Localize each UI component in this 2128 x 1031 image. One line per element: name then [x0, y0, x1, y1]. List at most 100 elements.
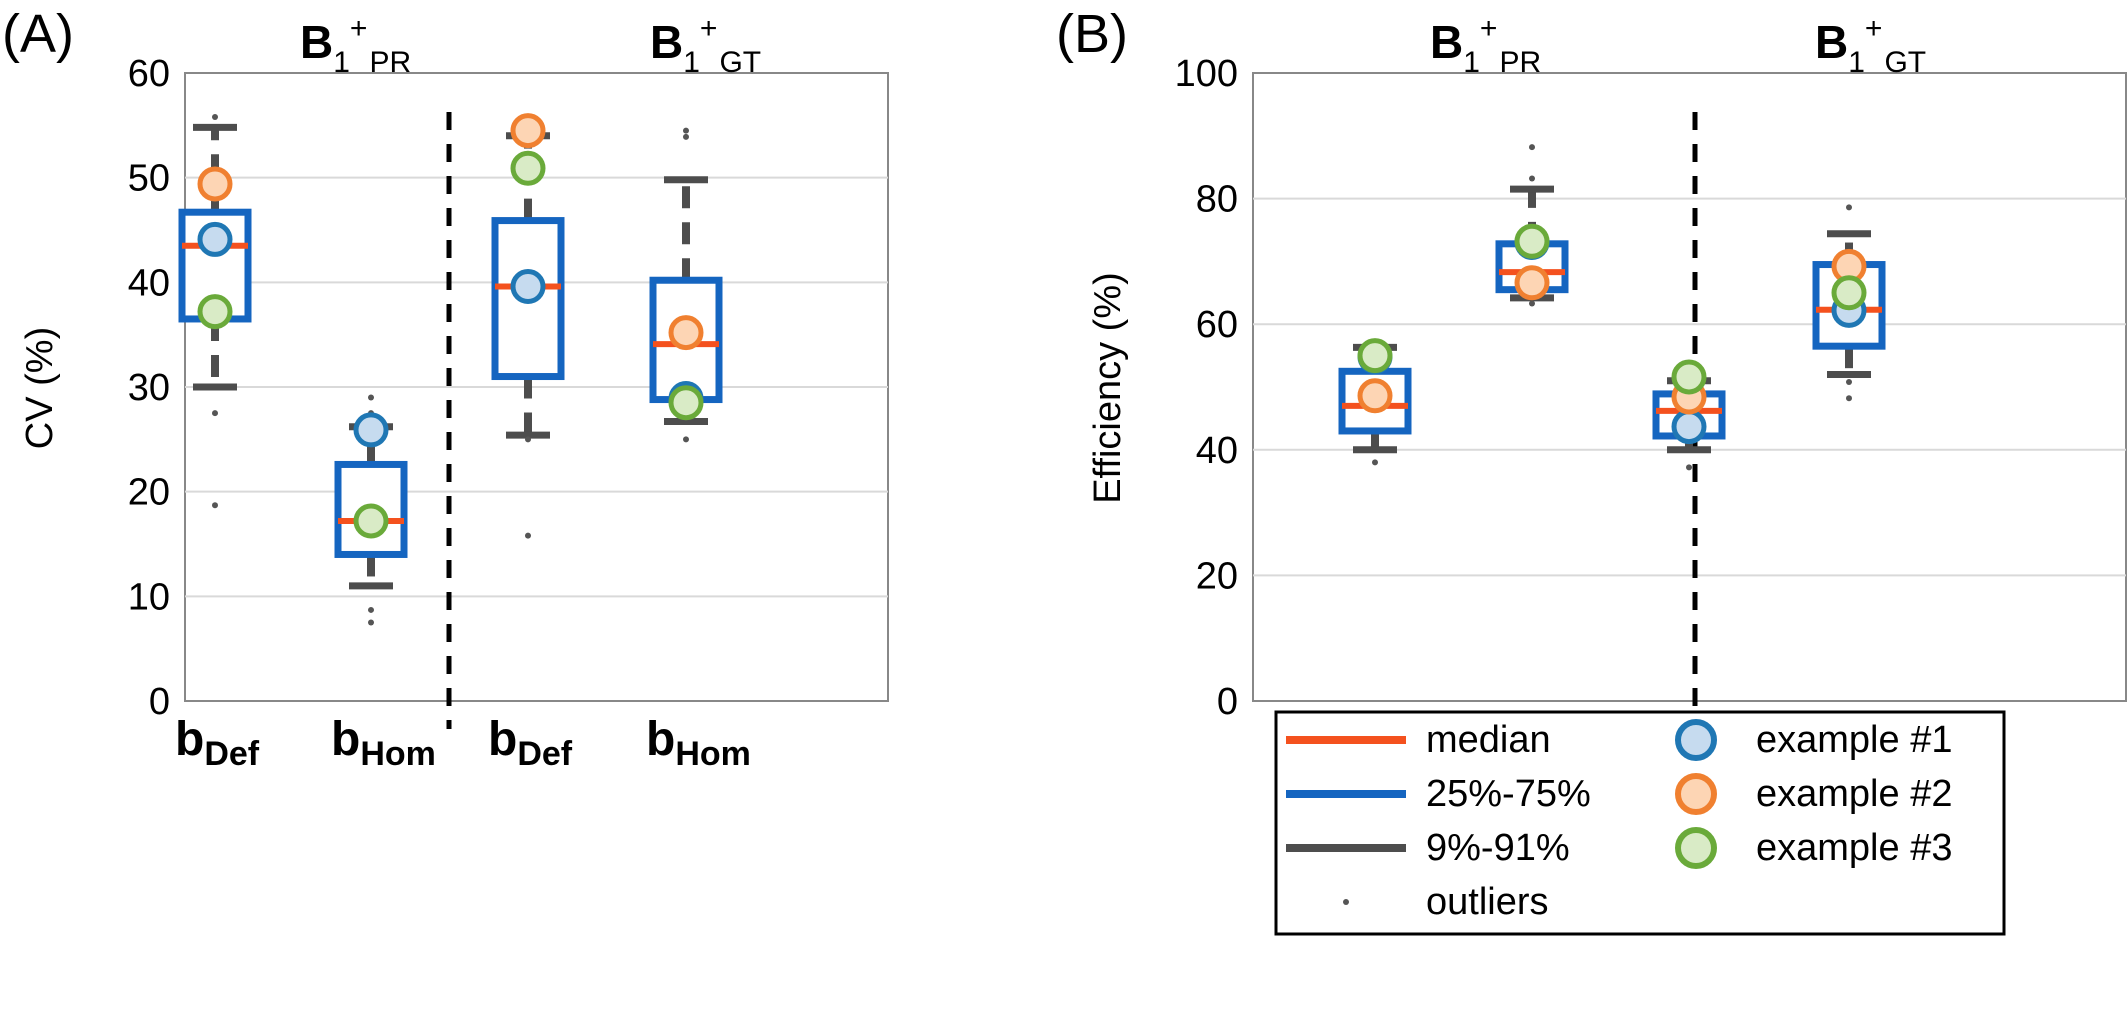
box-plot-4 — [649, 127, 723, 443]
outlier-point — [1529, 175, 1535, 182]
legend-example-1-label: example #1 — [1756, 719, 1952, 761]
x-category-subscript: Def — [517, 735, 572, 773]
x-category-main: b — [646, 713, 675, 766]
group-header-superscript: + — [350, 12, 368, 45]
box-plot-4 — [1812, 204, 1886, 402]
group-header-main: B — [1430, 16, 1463, 68]
example-3-marker — [353, 503, 389, 539]
panel-b-label: (B) — [1056, 4, 1128, 64]
example-1-marker — [1671, 409, 1707, 445]
outlier-point — [368, 394, 374, 401]
y-tick-label: 20 — [1196, 555, 1238, 597]
group-header: B1+PR — [1430, 12, 1541, 79]
panel-a-ylabel: CV (%) — [19, 327, 61, 449]
y-tick-label: 100 — [1175, 53, 1238, 95]
example-3-marker — [1357, 338, 1393, 374]
example-2-marker — [1357, 378, 1393, 414]
legend-outliers-label: outliers — [1426, 881, 1549, 923]
x-category-main: b — [175, 713, 204, 766]
x-category-subscript: Def — [204, 735, 259, 773]
x-category-label: bHom — [646, 713, 751, 773]
group-header: B1+PR — [300, 12, 411, 79]
example-2-marker — [197, 166, 233, 202]
outlier-point — [1372, 459, 1378, 466]
outlier-point — [683, 436, 689, 443]
x-category-label: bDef — [175, 713, 260, 773]
example-1-marker — [353, 412, 389, 448]
example-2-marker — [668, 315, 704, 351]
panel-b-ylabel: Efficiency (%) — [1087, 272, 1129, 504]
y-tick-label: 0 — [149, 681, 170, 723]
outlier-point — [1846, 395, 1852, 402]
y-tick-label: 50 — [128, 158, 170, 200]
legend-range-label: 9%-91% — [1426, 827, 1570, 869]
outlier-point — [525, 532, 531, 539]
y-tick-label: 20 — [128, 472, 170, 514]
legend-example-3-label: example #3 — [1756, 827, 1952, 869]
example-3-marker — [668, 385, 704, 421]
outlier-point — [683, 133, 689, 140]
box-plot-1 — [178, 113, 252, 509]
legend-example-1-swatch — [1675, 719, 1717, 761]
group-header-subscript: 1 — [333, 46, 350, 79]
box-plot-2 — [334, 394, 408, 626]
outlier-point — [368, 606, 374, 613]
y-tick-label: 40 — [1196, 430, 1238, 472]
example-1-marker — [510, 269, 546, 305]
legend-outlier-swatch — [1343, 899, 1349, 905]
x-category-label: bHom — [331, 713, 436, 773]
outlier-point — [1846, 378, 1852, 385]
outlier-point — [368, 619, 374, 626]
y-tick-label: 40 — [128, 262, 170, 304]
y-tick-label: 10 — [128, 576, 170, 618]
legend: median 25%-75% 9%-91% outliers example #1 exa… — [1274, 710, 2006, 936]
group-header-label: GT — [1884, 46, 1926, 79]
panel-a-label: (A) — [2, 4, 74, 64]
outlier-point — [212, 502, 218, 509]
outlier-point — [1529, 144, 1535, 151]
example-3-marker — [1671, 359, 1707, 395]
group-header-label: GT — [719, 46, 761, 79]
outlier-point — [212, 410, 218, 417]
group-header-subscript: 1 — [1848, 46, 1865, 79]
group-header-superscript: + — [1865, 12, 1883, 45]
outlier-point — [525, 436, 531, 443]
legend-box — [1274, 710, 2006, 936]
group-header-subscript: 1 — [683, 46, 700, 79]
group-header-main: B — [650, 16, 683, 68]
group-header-label: PR — [369, 46, 411, 79]
example-3-marker — [197, 294, 233, 330]
legend-example-3-swatch — [1675, 827, 1717, 869]
box-plot-3 — [491, 113, 565, 539]
x-category-main: b — [331, 713, 360, 766]
example-1-marker — [197, 221, 233, 257]
group-header-main: B — [300, 16, 333, 68]
group-header: B1+GT — [650, 12, 761, 79]
group-header-label: PR — [1499, 46, 1541, 79]
group-header-main: B — [1815, 16, 1848, 68]
legend-iqr-label: 25%-75% — [1426, 773, 1591, 815]
example-2-marker — [1514, 265, 1550, 301]
example-3-marker — [1831, 275, 1867, 311]
x-category-label: bDef — [488, 713, 573, 773]
outlier-point — [1529, 300, 1535, 307]
outlier-point — [683, 127, 689, 134]
outlier-point — [1846, 204, 1852, 211]
x-category-subscript: Hom — [360, 735, 436, 773]
example-2-marker — [510, 113, 546, 149]
outlier-point — [212, 113, 218, 120]
group-header-superscript: + — [1480, 12, 1498, 45]
legend-example-2-label: example #2 — [1756, 773, 1952, 815]
group-header-superscript: + — [700, 12, 718, 45]
y-tick-label: 0 — [1217, 681, 1238, 723]
panel-b-plot-frame — [1252, 72, 2127, 702]
group-header: B1+GT — [1815, 12, 1926, 79]
box-plot-2 — [1495, 144, 1569, 307]
group-header-subscript: 1 — [1463, 46, 1480, 79]
x-category-subscript: Hom — [675, 735, 751, 773]
example-3-marker — [510, 150, 546, 186]
y-tick-label: 60 — [128, 53, 170, 95]
